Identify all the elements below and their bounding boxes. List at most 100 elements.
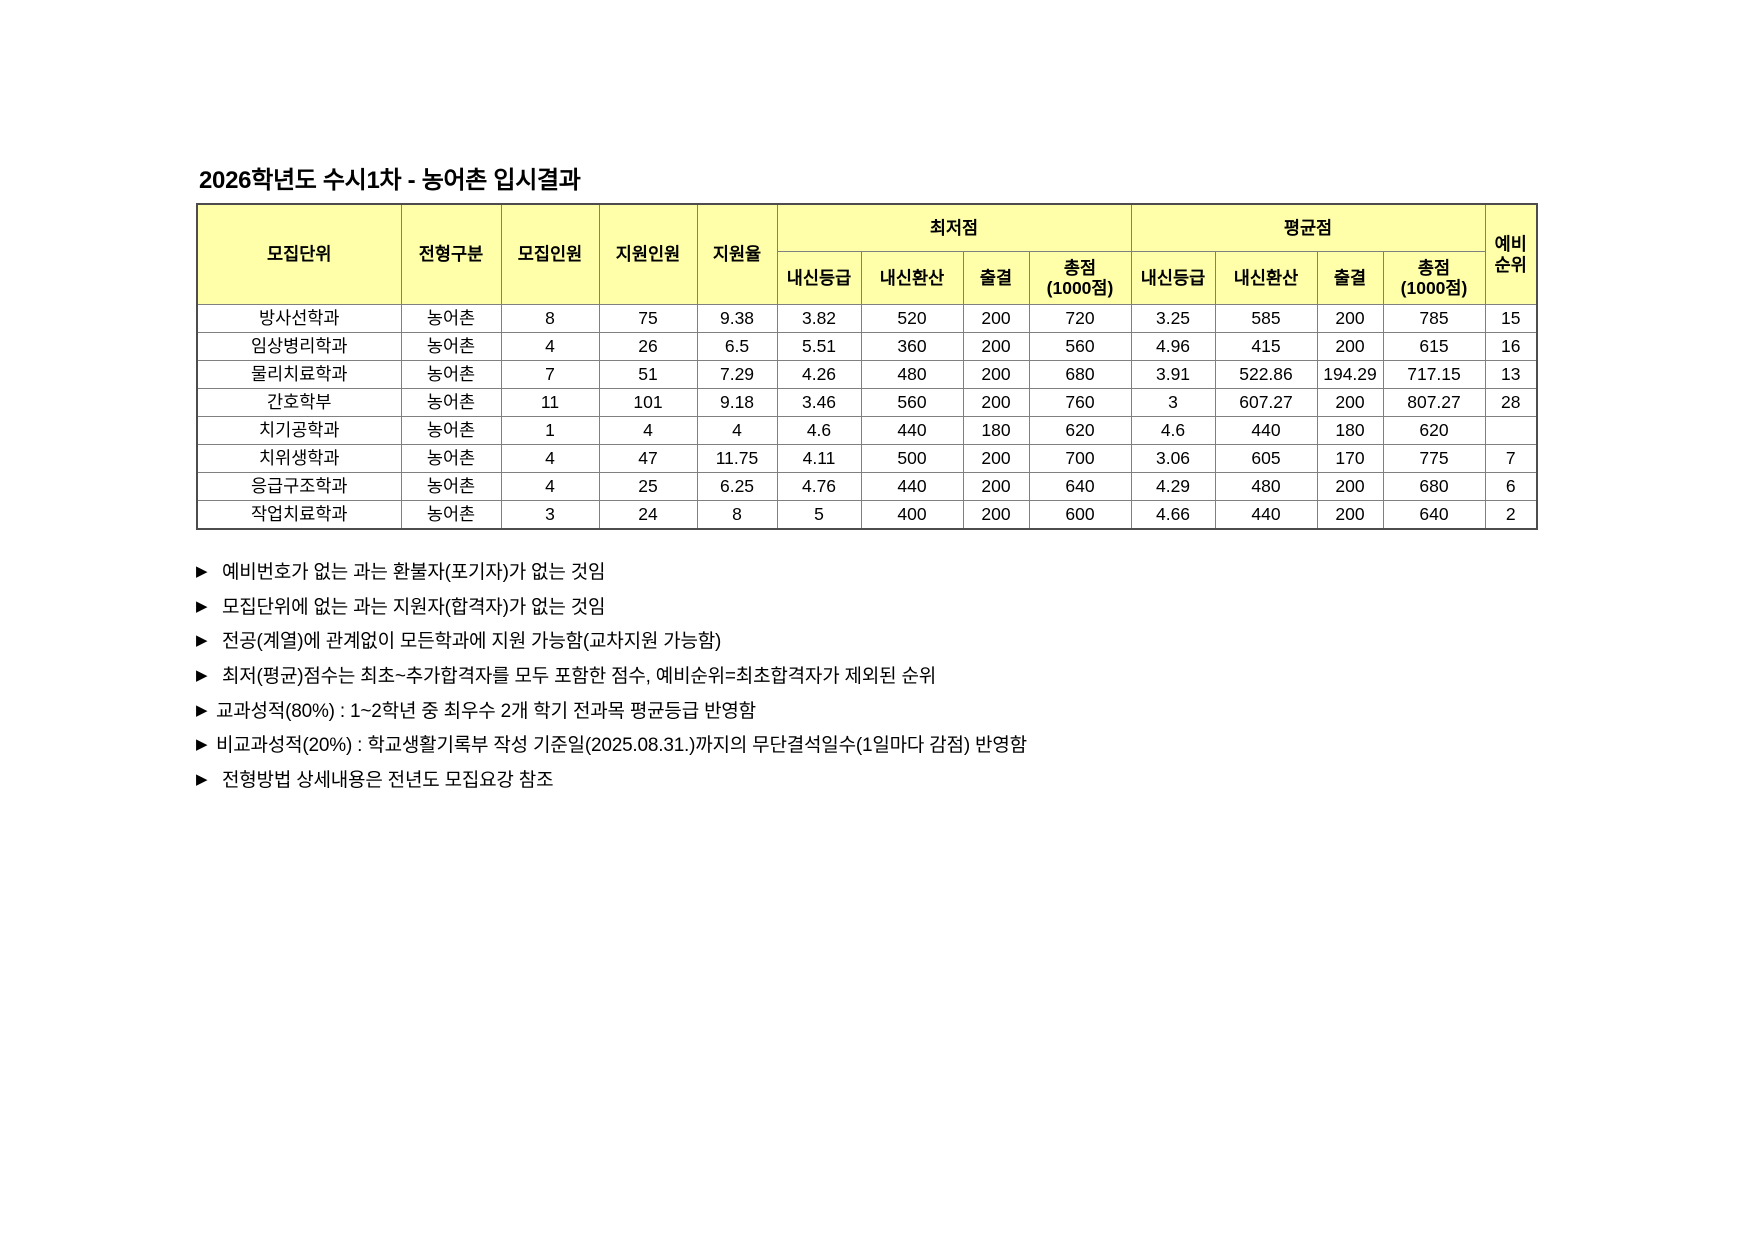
- cell-avg-total: 717.15: [1382, 360, 1486, 389]
- column-header-min-grade: 내신등급: [776, 251, 862, 305]
- cell-avg-attendance: 170: [1316, 444, 1384, 473]
- cell-min-attendance: 200: [962, 444, 1030, 473]
- cell-avg-attendance: 200: [1316, 472, 1384, 501]
- footnote-item: ▶ 모집단위에 없는 과는 지원자(합격자)가 없는 것임: [196, 595, 1027, 621]
- cell-type: 농어촌: [400, 416, 502, 445]
- cell-quota: 4: [500, 332, 600, 361]
- column-header-min-total-line1: 총점: [1063, 257, 1097, 278]
- cell-avg-grade: 3.06: [1130, 444, 1216, 473]
- cell-applicants: 101: [598, 388, 698, 417]
- cell-rate: 9.38: [696, 304, 778, 333]
- cell-rate: 6.25: [696, 472, 778, 501]
- cell-avg-attendance: 200: [1316, 332, 1384, 361]
- cell-quota: 8: [500, 304, 600, 333]
- footnote-text: 예비번호가 없는 과는 환불자(포기자)가 없는 것임: [222, 562, 606, 583]
- cell-avg-grade: 4.96: [1130, 332, 1216, 361]
- cell-rate: 4: [696, 416, 778, 445]
- cell-avg-total: 640: [1382, 500, 1486, 530]
- cell-quota: 7: [500, 360, 600, 389]
- cell-dept: 물리치료학과: [196, 360, 402, 389]
- cell-min-grade: 3.46: [776, 388, 862, 417]
- cell-avg-attendance: 194.29: [1316, 360, 1384, 389]
- column-header-dept: 모집단위: [196, 203, 402, 305]
- cell-avg-attendance: 200: [1316, 388, 1384, 417]
- column-header-quota: 모집인원: [500, 203, 600, 305]
- table-row: 간호학부 농어촌 11 101 9.18 3.46 560 200 760 3 607.27 200 8…: [196, 388, 1538, 417]
- cell-min-total: 700: [1028, 444, 1132, 473]
- cell-type: 농어촌: [400, 332, 502, 361]
- cell-reserve-rank: 28: [1484, 388, 1538, 417]
- column-header-reserve-rank-line2: 순위: [1494, 254, 1527, 275]
- footnotes-list: ▶ 예비번호가 없는 과는 환불자(포기자)가 없는 것임 ▶ 모집단위에 없는 과는…: [196, 560, 1027, 802]
- cell-avg-total: 680: [1382, 472, 1486, 501]
- cell-reserve-rank: 6: [1484, 472, 1538, 501]
- cell-avg-grade: 4.66: [1130, 500, 1216, 530]
- footnote-text: 전공(계열)에 관계없이 모든학과에 지원 가능함(교차지원 가능함): [222, 631, 722, 653]
- triangle-right-icon: ▶: [196, 563, 208, 580]
- column-header-avg-total-line1: 총점: [1417, 257, 1451, 278]
- column-group-header-min-score: 최저점: [776, 203, 1132, 252]
- table-row: 치위생학과 농어촌 4 47 11.75 4.11 500 200 700 3.06 605 170 7…: [196, 444, 1538, 473]
- footnote-text: 교과성적(80%) : 1~2학년 중 최우수 2개 학기 전과목 평균등급 반…: [216, 700, 756, 722]
- cell-rate: 8: [696, 500, 778, 530]
- cell-avg-grade: 4.6: [1130, 416, 1216, 445]
- cell-avg-converted: 415: [1214, 332, 1318, 361]
- cell-avg-total: 785: [1382, 304, 1486, 333]
- cell-avg-converted: 605: [1214, 444, 1318, 473]
- cell-reserve-rank: 2: [1484, 500, 1538, 530]
- cell-applicants: 51: [598, 360, 698, 389]
- footnote-item: ▶ 교과성적(80%) : 1~2학년 중 최우수 2개 학기 전과목 평균등급 …: [196, 699, 1027, 725]
- column-header-rate: 지원율: [696, 203, 778, 305]
- table-header: 모집단위 전형구분 모집인원 지원인원 지원율 최저점 평균점 예비 순위: [196, 203, 1538, 305]
- cell-rate: 6.5: [696, 332, 778, 361]
- table-row: 응급구조학과 농어촌 4 25 6.25 4.76 440 200 640 4.29 480 200 6…: [196, 472, 1538, 501]
- cell-reserve-rank: 16: [1484, 332, 1538, 361]
- cell-dept: 치위생학과: [196, 444, 402, 473]
- cell-type: 농어촌: [400, 388, 502, 417]
- cell-min-total: 720: [1028, 304, 1132, 333]
- cell-min-total: 680: [1028, 360, 1132, 389]
- cell-rate: 11.75: [696, 444, 778, 473]
- cell-avg-grade: 4.29: [1130, 472, 1216, 501]
- admission-results-table: 모집단위 전형구분 모집인원 지원인원 지원율 최저점 평균점 예비 순위: [196, 203, 1538, 530]
- cell-avg-total: 620: [1382, 416, 1486, 445]
- cell-avg-total: 775: [1382, 444, 1486, 473]
- page-title: 2026학년도 수시1차 - 농어촌 입시결과: [199, 167, 581, 194]
- table-header-group-row: 모집단위 전형구분 모집인원 지원인원 지원율 최저점 평균점 예비 순위: [196, 203, 1538, 305]
- cell-type: 농어촌: [400, 500, 502, 530]
- column-header-avg-total: 총점 (1000점): [1382, 251, 1486, 305]
- cell-reserve-rank: 7: [1484, 444, 1538, 473]
- footnote-item: ▶ 전형방법 상세내용은 전년도 모집요강 참조: [196, 768, 1027, 794]
- cell-dept: 작업치료학과: [196, 500, 402, 530]
- cell-rate: 9.18: [696, 388, 778, 417]
- column-header-min-total: 총점 (1000점): [1028, 251, 1132, 305]
- column-header-type: 전형구분: [400, 203, 502, 305]
- column-header-avg-total-line2: (1000점): [1400, 278, 1468, 298]
- triangle-right-icon: ▶: [196, 632, 208, 650]
- admission-results-table-container: 모집단위 전형구분 모집인원 지원인원 지원율 최저점 평균점 예비 순위: [196, 203, 1538, 530]
- cell-type: 농어촌: [400, 444, 502, 473]
- cell-min-total: 560: [1028, 332, 1132, 361]
- cell-avg-converted: 607.27: [1214, 388, 1318, 417]
- table-row: 치기공학과 농어촌 1 4 4 4.6 440 180 620 4.6 440 180 620: [196, 416, 1538, 445]
- cell-min-attendance: 200: [962, 500, 1030, 530]
- cell-type: 농어촌: [400, 360, 502, 389]
- table-body: 방사선학과 농어촌 8 75 9.38 3.82 520 200 720 3.25 585 200 78…: [196, 304, 1538, 530]
- cell-min-grade: 5.51: [776, 332, 862, 361]
- cell-type: 농어촌: [400, 472, 502, 501]
- cell-avg-converted: 440: [1214, 416, 1318, 445]
- cell-min-converted: 440: [860, 416, 964, 445]
- column-group-header-avg-score: 평균점: [1130, 203, 1486, 252]
- cell-dept: 응급구조학과: [196, 472, 402, 501]
- cell-dept: 치기공학과: [196, 416, 402, 445]
- cell-rate: 7.29: [696, 360, 778, 389]
- triangle-right-icon: ▶: [196, 597, 208, 615]
- footnote-item: ▶ 예비번호가 없는 과는 환불자(포기자)가 없는 것임: [196, 560, 1027, 586]
- cell-min-converted: 520: [860, 304, 964, 333]
- cell-reserve-rank: 15: [1484, 304, 1538, 333]
- cell-dept: 간호학부: [196, 388, 402, 417]
- footnote-item: ▶ 전공(계열)에 관계없이 모든학과에 지원 가능함(교차지원 가능함): [196, 629, 1027, 655]
- cell-applicants: 47: [598, 444, 698, 473]
- cell-avg-total: 807.27: [1382, 388, 1486, 417]
- cell-reserve-rank: 13: [1484, 360, 1538, 389]
